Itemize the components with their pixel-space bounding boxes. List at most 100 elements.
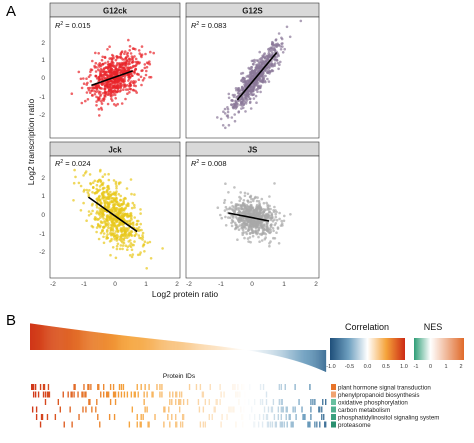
correlation-bar (32, 324, 33, 350)
pathway-tick (287, 407, 288, 413)
pathway-tick (233, 407, 234, 413)
pathway-tick (243, 407, 244, 413)
correlation-bar (63, 328, 64, 350)
scatter-point (119, 195, 122, 198)
scatter-point (92, 181, 95, 184)
scatter-point (112, 94, 115, 97)
scatter-point (146, 66, 149, 69)
correlation-bar (270, 350, 271, 354)
scatter-point (232, 220, 235, 223)
scatter-point (237, 87, 240, 90)
scatter-point (122, 63, 125, 66)
scatter-point (266, 225, 269, 228)
scatter-point (237, 111, 240, 114)
correlation-bar (318, 350, 319, 369)
scatter-point (150, 76, 153, 79)
scatter-point (249, 224, 252, 227)
scatter-point (126, 248, 129, 251)
scatter-point (101, 216, 104, 219)
scatter-point (275, 38, 278, 41)
pathway-tick (309, 422, 310, 428)
pathway-tick (169, 422, 170, 428)
scatter-point (224, 108, 227, 111)
pathway-tick (226, 414, 227, 420)
scatter-point (122, 215, 125, 218)
correlation-bar (150, 339, 151, 350)
legend-tick: 0.5 (382, 364, 390, 370)
scatter-point (108, 216, 111, 219)
scatter-point (280, 43, 283, 46)
correlation-bar (223, 347, 224, 350)
correlation-bar (121, 335, 122, 350)
scatter-point (99, 95, 102, 98)
scatter-point (93, 65, 96, 68)
scatter-point (127, 39, 130, 42)
scatter-point (122, 67, 125, 70)
scatter-point (149, 51, 152, 54)
pathway-tick (167, 414, 168, 420)
correlation-bar (214, 346, 215, 350)
pathway-tick (294, 384, 295, 390)
pathway-tick (239, 392, 240, 398)
correlation-bar (111, 334, 112, 350)
scatter-point (275, 216, 278, 219)
scatter-point (102, 63, 105, 66)
scatter-point (91, 191, 94, 194)
scatter-point (222, 110, 225, 113)
correlation-bar (317, 350, 318, 368)
scatter-point (239, 191, 242, 194)
pathway-tick (78, 414, 79, 420)
pathway-tick (144, 407, 145, 413)
pathway-tick (143, 392, 144, 398)
correlation-bar (77, 330, 78, 350)
scatter-point (264, 238, 267, 241)
correlation-bar (97, 332, 98, 350)
scatter-point (131, 61, 134, 64)
pathway-tick (144, 384, 145, 390)
scatter-point (258, 51, 261, 54)
correlation-bar (209, 345, 210, 350)
correlation-bar (313, 350, 314, 367)
scatter-point (252, 235, 255, 238)
correlation-bar (127, 336, 128, 350)
scatter-point (244, 195, 247, 198)
scatter-point (237, 92, 240, 95)
scatter-point (238, 200, 241, 203)
scatter-point (272, 230, 275, 233)
pathway-tick (83, 384, 84, 390)
pathway-tick (179, 392, 180, 398)
pathway-tick (161, 384, 162, 390)
scatter-point (271, 213, 274, 216)
scatter-point (100, 100, 103, 103)
correlation-bar (51, 326, 52, 350)
scatter-point (241, 104, 244, 107)
pathway-tick (272, 422, 273, 428)
correlation-bar (207, 345, 208, 350)
correlation-bar (305, 350, 306, 364)
scatter-point (141, 238, 144, 241)
nes-legend: NES -1 0 1 2 (414, 322, 464, 370)
x-tick-label: 0 (113, 281, 117, 288)
scatter-point (96, 206, 99, 209)
scatter-point (264, 81, 267, 84)
x-tick-label: 1 (144, 281, 148, 288)
correlation-bar (45, 326, 46, 351)
pathway-tick (115, 392, 116, 398)
correlation-bar (224, 347, 225, 350)
pathway-tick (40, 384, 41, 390)
scatter-point (249, 236, 252, 239)
pathway-tick (283, 407, 284, 413)
scatter-point (98, 92, 101, 95)
scatter-point (144, 240, 147, 243)
scatter-point (139, 251, 142, 254)
scatter-point (238, 207, 241, 210)
correlation-bar (296, 350, 297, 361)
scatter-point (267, 55, 270, 58)
scatter-point (126, 52, 129, 55)
scatter-point (132, 82, 135, 85)
scatter-point (251, 94, 254, 97)
scatter-point (120, 215, 123, 218)
scatter-point (98, 98, 101, 101)
pathway-tick (243, 384, 244, 390)
